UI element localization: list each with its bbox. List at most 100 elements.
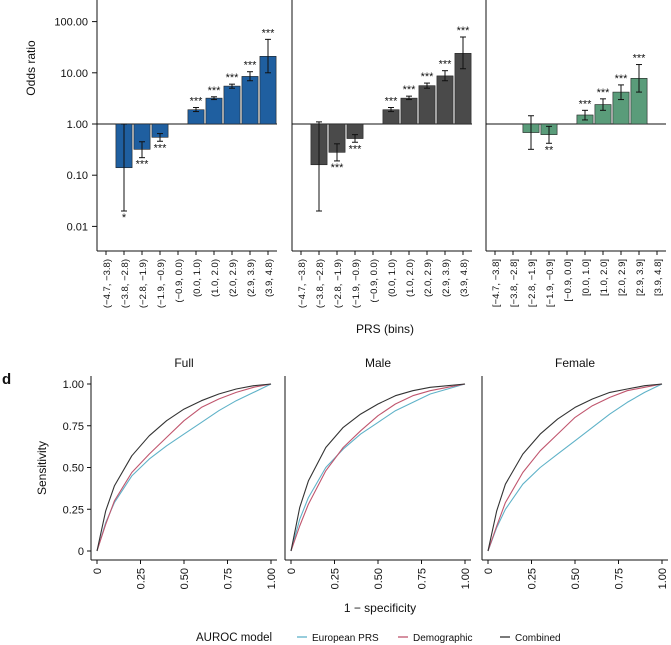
significance-label: ***	[136, 159, 150, 171]
roc-xtick-label: 0.25	[136, 568, 148, 589]
bottom-ylabel: Sensitivity	[35, 441, 49, 495]
roc-ytick-label: 1.00	[63, 379, 84, 391]
xtick-label: [1.0, 2.0]	[599, 259, 610, 296]
xtick-label: [−2.8, −1.9]	[527, 259, 538, 307]
ytick-label: 100.00	[54, 17, 88, 29]
roc-panel-title: Male	[365, 356, 391, 370]
roc-panel-title: Full	[174, 356, 193, 370]
roc-xtick-label: 0	[483, 568, 495, 574]
significance-label: ***	[349, 143, 363, 155]
xtick-label: [−1.9, −0.9]	[545, 259, 556, 307]
bar	[223, 85, 241, 125]
bar	[418, 85, 436, 125]
xtick-label: (−4.7, −3.8)	[297, 259, 308, 308]
significance-label: ***	[226, 72, 240, 84]
roc-ytick-label: 0	[78, 546, 84, 558]
roc-xtick-label: 0.75	[417, 568, 429, 589]
xtick-label: (1.0, 2.0)	[405, 259, 416, 297]
roc-panel-female: Female 0 0.25 0.50 0.75 1.00	[481, 356, 669, 589]
significance-label: ***	[457, 25, 471, 37]
significance-label: ***	[615, 73, 629, 85]
roc-xtick-label: 0.50	[570, 568, 582, 589]
xtick-label: [3.9, 4.8]	[653, 259, 664, 296]
roc-xtick-label: 0.50	[179, 568, 191, 589]
ytick-label: 0.01	[67, 221, 88, 233]
xtick-label: (−2.8, −1.9)	[333, 259, 344, 308]
roc-panel-male: Male 0 0.25 0.50 0.75 1.00	[284, 356, 472, 589]
roc-curve-demographic	[96, 383, 272, 552]
significance-label: ***	[403, 84, 417, 96]
panel-female: [−4.7, −3.8] [−3.8, −2.8] [−2.8, −1.9] [−1.…	[485, 0, 666, 307]
xtick-label: (−1.9, −0.9)	[351, 259, 362, 308]
bottom-xlabel: 1 − specificity	[344, 601, 416, 615]
significance-label: **	[545, 144, 554, 156]
bar	[436, 75, 454, 125]
xtick-label: (−2.8, −1.9)	[138, 259, 149, 308]
legend: European PRS Demographic Combined	[297, 633, 561, 644]
xtick-label: (2.9, 3.9)	[246, 259, 257, 297]
roc-xtick-label: 0	[286, 568, 298, 574]
xtick-label: (−1.9, −0.9)	[156, 259, 167, 308]
ytick-label: 10.00	[60, 68, 88, 80]
xtick-label: (0.0, 1.0)	[192, 259, 203, 297]
roc-curve-combined	[290, 383, 466, 552]
roc-xtick-label: 0.25	[527, 568, 539, 589]
xtick-label: [−3.8, −2.8]	[509, 259, 520, 307]
odds-ratio-panels: 0.01 0.10 1.00 10.00 100.00 (−4.7, −3.8) (−3.8…	[54, 0, 666, 308]
panel-letter-d: d	[2, 371, 11, 388]
significance-label: ***	[633, 53, 647, 65]
roc-ytick-label: 0.25	[63, 504, 84, 516]
roc-curve-european-prs	[290, 383, 466, 552]
significance-label: ***	[331, 162, 345, 174]
roc-curve-combined	[487, 383, 663, 552]
xtick-label: (2.9, 3.9)	[441, 259, 452, 297]
xtick-label: [2.9, 3.9]	[635, 259, 646, 296]
xtick-label: [−0.9, 0.0]	[563, 259, 574, 302]
top-xlabel: PRS (bins)	[356, 322, 414, 336]
roc-panel-full: Full 0 0.25 0.50 0.75 1.00	[90, 356, 278, 589]
legend-label-combined: Combined	[515, 633, 561, 644]
xtick-label: (2.0, 2.9)	[423, 259, 434, 297]
ytick-label: 0.10	[67, 170, 88, 182]
xtick-label: [0.0, 1.0]	[581, 259, 592, 296]
significance-label: ***	[154, 142, 168, 154]
legend-label-european-prs: European PRS	[312, 633, 379, 644]
auroc-panels: 0 0.25 0.50 0.75 1.00 Full 0 0.25 0.50 0.75 1.00 Ma…	[63, 356, 669, 589]
significance-label: ***	[385, 96, 399, 108]
legend-label-demographic: Demographic	[413, 633, 472, 644]
xtick-label: (−0.9, 0.0)	[174, 259, 185, 303]
legend-title: AUROC model	[196, 632, 272, 644]
significance-label: ***	[208, 85, 222, 97]
roc-xtick-label: 1.00	[266, 568, 278, 589]
roc-curve-demographic	[487, 383, 663, 552]
xtick-label: (3.9, 4.8)	[459, 259, 470, 297]
bar	[241, 76, 259, 125]
xtick-label: (−4.7, −3.8)	[102, 259, 113, 308]
roc-xtick-label: 1.00	[657, 568, 669, 589]
xtick-label: (3.9, 4.8)	[264, 259, 275, 297]
significance-label: ***	[244, 60, 258, 72]
roc-xtick-label: 0.75	[614, 568, 626, 589]
roc-ytick-label: 0.75	[63, 421, 84, 433]
panel-full: (−4.7, −3.8) (−3.8, −2.8) * (−2.8, −1.9) ***…	[96, 0, 277, 308]
xtick-label: (−3.8, −2.8)	[315, 259, 326, 308]
roc-xtick-label: 0.50	[373, 568, 385, 589]
xtick-label: (−0.9, 0.0)	[369, 259, 380, 303]
ytick-label: 1.00	[67, 119, 88, 131]
roc-curve-demographic	[290, 383, 466, 552]
significance-label: ***	[190, 96, 204, 108]
xtick-label: (2.0, 2.9)	[228, 259, 239, 297]
xtick-label: (−3.8, −2.8)	[120, 259, 131, 308]
xtick-label: [2.0, 2.9]	[617, 259, 628, 296]
roc-xtick-label: 0.75	[223, 568, 235, 589]
significance-label: ***	[579, 98, 593, 110]
roc-curve-combined	[96, 383, 272, 552]
significance-label: ***	[439, 59, 453, 71]
roc-xtick-label: 1.00	[460, 568, 472, 589]
roc-xtick-label: 0	[92, 568, 104, 574]
xtick-label: (1.0, 2.0)	[210, 259, 221, 297]
xtick-label: (0.0, 1.0)	[387, 259, 398, 297]
bar	[400, 97, 418, 125]
bar	[205, 97, 223, 125]
